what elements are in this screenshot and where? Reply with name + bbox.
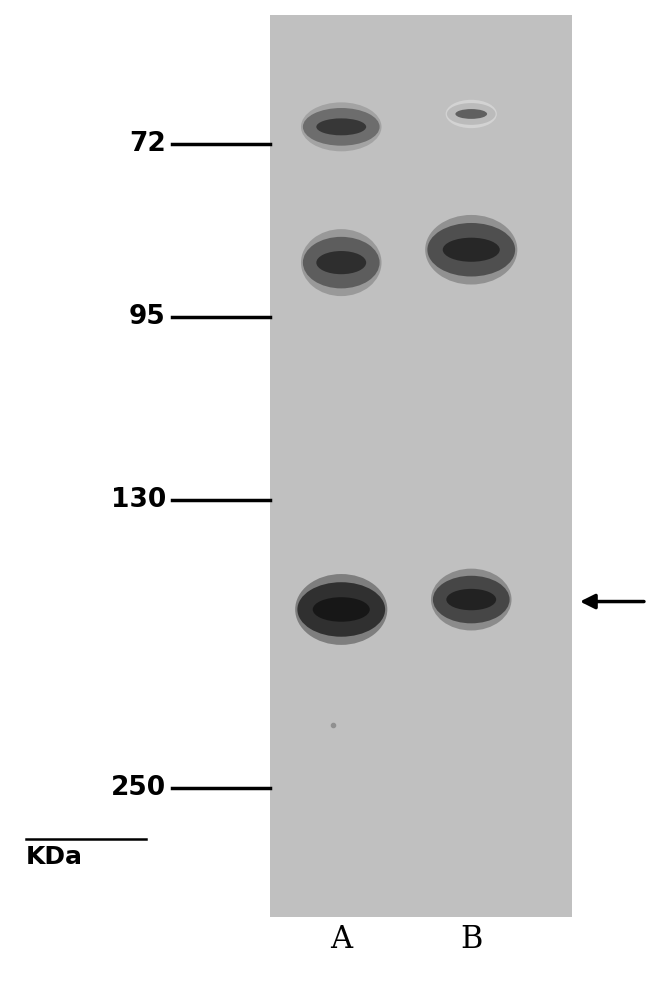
Bar: [270, 15, 572, 917]
Ellipse shape: [446, 100, 497, 128]
Text: KDa: KDa: [26, 845, 83, 869]
Ellipse shape: [313, 598, 370, 621]
Ellipse shape: [428, 223, 515, 276]
Text: 72: 72: [129, 131, 166, 157]
Ellipse shape: [431, 569, 512, 630]
Ellipse shape: [456, 109, 487, 119]
Ellipse shape: [298, 582, 385, 636]
Ellipse shape: [317, 251, 366, 275]
Ellipse shape: [447, 589, 496, 610]
Ellipse shape: [301, 229, 382, 296]
Ellipse shape: [295, 574, 387, 645]
Text: 130: 130: [111, 488, 166, 513]
Ellipse shape: [317, 118, 366, 136]
Ellipse shape: [433, 576, 510, 623]
Ellipse shape: [443, 238, 500, 262]
Ellipse shape: [301, 102, 382, 152]
Ellipse shape: [303, 108, 380, 146]
Text: A: A: [330, 924, 352, 955]
Text: B: B: [460, 924, 482, 955]
Ellipse shape: [303, 237, 380, 288]
Text: 250: 250: [111, 775, 166, 801]
Ellipse shape: [425, 215, 517, 284]
Text: 95: 95: [129, 304, 166, 330]
Ellipse shape: [447, 103, 495, 125]
